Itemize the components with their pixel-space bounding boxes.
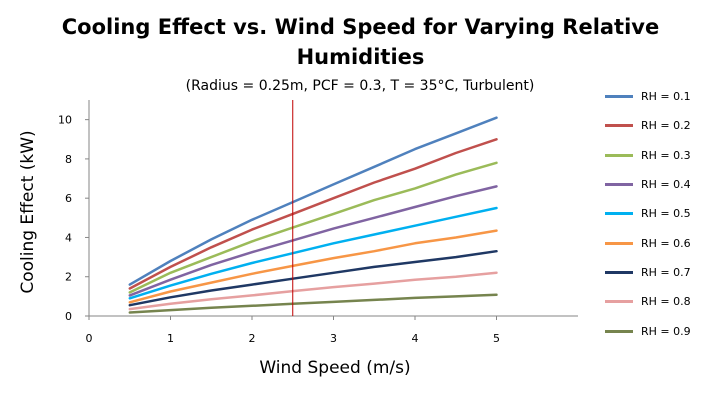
x-tick-label: 4	[412, 332, 419, 345]
legend-item: RH = 0.6	[605, 228, 715, 257]
legend-swatch	[605, 300, 633, 304]
chart-title-line1: Cooling Effect vs. Wind Speed for Varyin…	[61, 15, 660, 39]
legend-label: RH = 0.9	[641, 324, 691, 338]
legend-item: RH = 0.9	[605, 316, 715, 345]
legend-swatch	[605, 183, 633, 187]
series-line-rh-1	[128, 116, 498, 286]
legend-swatch	[605, 153, 633, 157]
series-line-rh-4	[128, 185, 498, 297]
legend-label: RH = 0.1	[641, 90, 691, 104]
legend: RH = 0.1 RH = 0.2 RH = 0.3 RH = 0.4 RH = 0.5…	[605, 82, 715, 346]
legend-item: RH = 0.1	[605, 82, 715, 111]
legend-item: RH = 0.8	[605, 287, 715, 316]
legend-label: RH = 0.2	[641, 119, 691, 133]
x-tick-label: 2	[249, 332, 256, 345]
series-line-rh-8	[128, 271, 498, 311]
legend-label: RH = 0.5	[641, 207, 691, 221]
legend-item: RH = 0.4	[605, 170, 715, 199]
x-tick-label: 1	[167, 332, 174, 345]
series-line-rh-9	[128, 293, 498, 314]
y-tick-label: 2	[65, 271, 72, 284]
x-axis-label: Wind Speed (m/s)	[259, 358, 411, 378]
y-axis-label: Cooling Effect (kW)	[18, 130, 38, 294]
series-line-rh-5	[128, 206, 498, 300]
series-line-rh-3	[128, 161, 498, 294]
legend-label: RH = 0.3	[641, 148, 691, 162]
legend-label: RH = 0.4	[641, 178, 691, 192]
x-tick-label: 0	[86, 332, 93, 345]
y-tick-label: 4	[65, 231, 72, 244]
chart-subtitle: (Radius = 0.25m, PCF = 0.3, T = 35°C, Tu…	[185, 78, 535, 94]
legend-swatch	[605, 270, 633, 274]
legend-item: RH = 0.2	[605, 111, 715, 140]
y-tick-label: 6	[65, 192, 72, 205]
y-tick-label: 0	[65, 310, 72, 323]
y-tick-label: 10	[58, 114, 72, 127]
x-tick-label: 5	[493, 332, 500, 345]
legend-label: RH = 0.8	[641, 295, 691, 309]
series-line-rh-2	[128, 138, 498, 290]
legend-item: RH = 0.3	[605, 141, 715, 170]
chart-title-line2: Humidities	[296, 45, 425, 69]
chart-title: Cooling Effect vs. Wind Speed for Varyin…	[0, 12, 721, 72]
legend-swatch	[605, 212, 633, 216]
legend-swatch	[605, 241, 633, 245]
x-tick-label: 3	[330, 332, 337, 345]
legend-item: RH = 0.7	[605, 258, 715, 287]
legend-swatch	[605, 329, 633, 333]
series-line-rh-7	[128, 249, 498, 307]
legend-label: RH = 0.6	[641, 236, 691, 250]
series-line-rh-6	[128, 229, 498, 304]
legend-label: RH = 0.7	[641, 265, 691, 279]
legend-swatch	[605, 124, 633, 128]
legend-swatch	[605, 95, 633, 99]
y-tick-label: 8	[65, 153, 72, 166]
legend-item: RH = 0.5	[605, 199, 715, 228]
